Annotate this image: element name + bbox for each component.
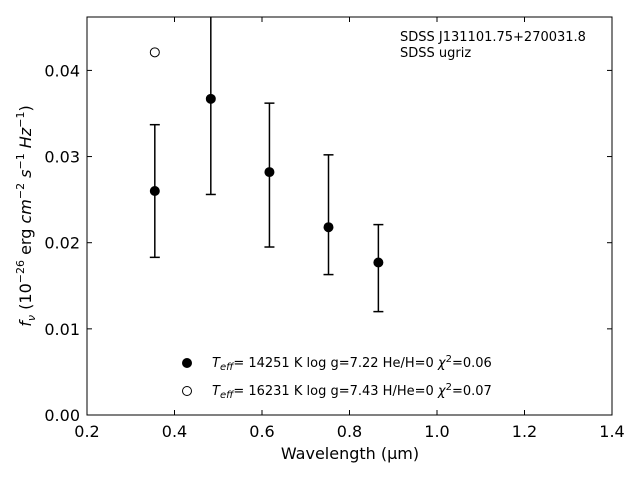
y-tick-label-2: 0.02 <box>44 234 80 253</box>
legend-2-teff-sub: eff <box>220 390 235 401</box>
y-tick-label-4: 0.04 <box>44 61 80 80</box>
y-axis-title-close: ) <box>16 105 35 111</box>
x-tick-label-3: 0.8 <box>337 422 362 441</box>
y-axis-title-exp3: −1 <box>14 153 27 169</box>
y-axis-title-hz: Hz <box>16 127 35 153</box>
legend-1-chi: χ <box>437 356 447 371</box>
x-tick-label-1: 0.4 <box>162 422 187 441</box>
y-tick-label-3: 0.03 <box>44 148 80 167</box>
x-tick-label-6: 1.4 <box>599 422 624 441</box>
legend-entry-1: Teff= 14251 K log g=7.22 He/H=0 χ2=0.06 <box>212 354 492 373</box>
model-point-open-0 <box>149 47 160 58</box>
annotation-object-name: SDSS J131101.75+270031.8 <box>400 30 586 45</box>
legend-2-chi: χ <box>437 384 447 399</box>
observed-point-2 <box>264 167 275 178</box>
y-axis-title-nu: ν <box>25 315 38 321</box>
y-axis-title-exp2: −2 <box>14 183 27 199</box>
legend-1-rest: = 14251 K log g=7.22 He/H=0 <box>233 356 438 371</box>
y-axis-title-cm: cm <box>16 199 35 223</box>
legend-marker-filled <box>182 358 192 368</box>
legend-1-teff: T <box>212 356 221 371</box>
x-axis-title: Wavelength (μm) <box>281 444 419 463</box>
error-bars <box>149 17 384 313</box>
legend-1-teff-sub: eff <box>220 362 235 373</box>
y-axis-title: fν (10−26 erg cm−2 s−1 Hz−1) <box>14 105 38 326</box>
legend-2-chi-sup: 2 <box>446 382 452 393</box>
y-axis-title-open: (10 <box>16 283 35 315</box>
legend-2-chi-val: =0.07 <box>452 384 492 399</box>
legend-2-rest: = 16231 K log g=7.43 H/He=0 <box>233 384 438 399</box>
y-axis-title-exp4: −1 <box>14 112 27 128</box>
legend-1-chi-val: =0.06 <box>452 356 492 371</box>
x-tick-label-0: 0.2 <box>74 422 99 441</box>
y-axis-title-s: s <box>16 170 35 183</box>
observed-point-3 <box>323 222 334 233</box>
x-tick-label-5: 1.2 <box>512 422 537 441</box>
observed-point-1 <box>205 93 216 104</box>
legend-marker-open <box>182 386 192 396</box>
y-axis-ticks: 0.00 0.01 0.02 0.03 0.04 <box>44 61 612 425</box>
data-points <box>149 47 384 268</box>
y-axis-title-unit1: erg <box>16 224 35 260</box>
y-axis-title-f: f <box>16 319 35 327</box>
x-axis-ticks: 0.2 0.4 0.6 0.8 1.0 1.2 1.4 <box>74 17 625 441</box>
legend-2-teff: T <box>212 384 221 399</box>
observed-point-0 <box>149 186 160 197</box>
legend-1-chi-sup: 2 <box>446 354 452 365</box>
x-tick-label-4: 1.0 <box>424 422 449 441</box>
observed-point-4 <box>373 257 384 268</box>
legend-entry-2: Teff= 16231 K log g=7.43 H/He=0 χ2=0.07 <box>212 382 492 401</box>
x-tick-label-2: 0.6 <box>249 422 274 441</box>
y-axis-title-exp1: −26 <box>14 260 27 283</box>
legend: Teff= 14251 K log g=7.22 He/H=0 χ2=0.06 … <box>182 354 492 401</box>
y-tick-label-0: 0.00 <box>44 406 80 425</box>
annotation-photometry: SDSS ugriz <box>400 46 471 61</box>
y-tick-label-1: 0.01 <box>44 320 80 339</box>
